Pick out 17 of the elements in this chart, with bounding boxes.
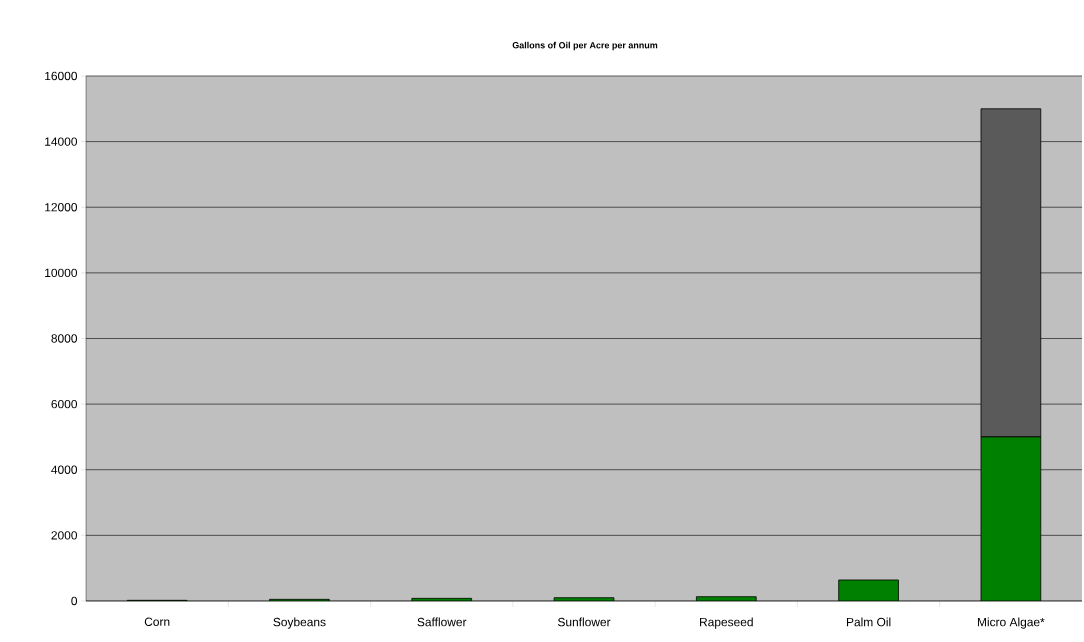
y-tick-label: 12000 bbox=[45, 203, 78, 212]
x-tick-label: Palm Oil bbox=[846, 617, 891, 627]
x-tick-label: Rapeseed bbox=[700, 617, 753, 629]
y-tick-label: 8000 bbox=[51, 334, 78, 343]
y-tick-label: 16000 bbox=[45, 71, 78, 81]
chart-title: Gallons of Oil per Acre per annum bbox=[512, 41, 658, 51]
y-tick-label: 4000 bbox=[51, 465, 78, 474]
y-tick-label: 2000 bbox=[51, 531, 78, 540]
x-tick-label: Sunflower bbox=[557, 617, 611, 627]
y-tick-label: 0 bbox=[71, 596, 78, 606]
y-tick-label: 10000 bbox=[45, 268, 78, 278]
x-tick-label: Safflower bbox=[417, 617, 467, 627]
x-tick-label: Corn bbox=[144, 617, 170, 626]
x-tick-label: Micro Algae* bbox=[977, 617, 1045, 629]
x-tick-label: Soybeans bbox=[273, 617, 326, 629]
y-tick-label: 6000 bbox=[51, 399, 78, 409]
y-tick-label: 14000 bbox=[45, 137, 78, 146]
